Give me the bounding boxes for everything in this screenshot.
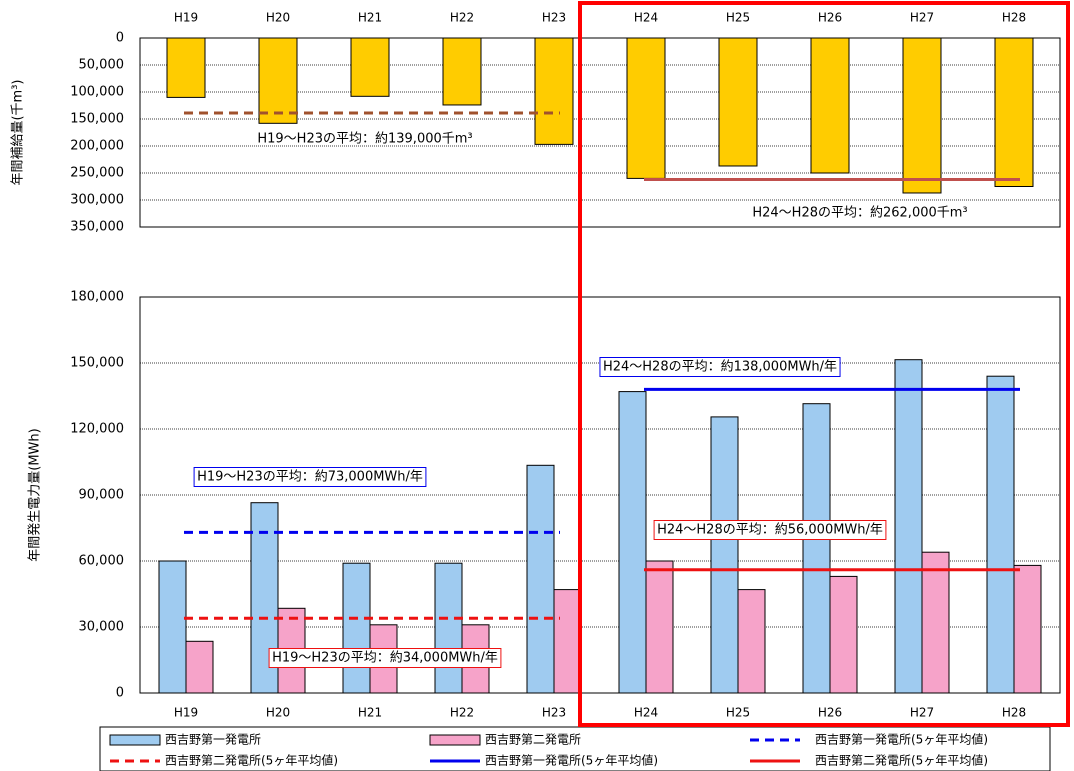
x-tick-label: H22 <box>450 706 474 720</box>
legend-label: 西吉野第二発電所(5ヶ年平均値) <box>815 753 988 768</box>
bar <box>526 464 555 694</box>
y-tick-label: 150,000 <box>70 112 124 127</box>
legend-label: 西吉野第一発電所(5ヶ年平均値) <box>815 732 988 747</box>
annotation-box <box>599 357 841 377</box>
annotation: H24～H28の平均：約262,000千m³ <box>752 206 967 221</box>
bar <box>810 37 850 174</box>
x-tick-label: H19 <box>174 706 198 720</box>
x-tick-label: H25 <box>726 706 750 720</box>
x-tick-label: H27 <box>910 11 934 25</box>
legend-label: 西吉野第一発電所(5ヶ年平均値) <box>485 753 658 768</box>
y-tick-label: 350,000 <box>70 220 124 235</box>
x-tick-label: H20 <box>266 11 290 25</box>
y-tick-label: 250,000 <box>70 166 124 181</box>
bar <box>645 560 674 694</box>
annotation: H19～H23の平均：約73,000MWh/年 <box>197 470 423 485</box>
bar <box>921 551 950 694</box>
annotation: H24～H28の平均：約138,000MWh/年 <box>603 360 837 375</box>
annotation-box <box>193 467 427 487</box>
legend-label: 西吉野第一発電所 <box>165 733 261 747</box>
x-tick-label: H23 <box>542 706 566 720</box>
y-tick-label: 100,000 <box>70 85 124 100</box>
x-tick-label: H28 <box>1002 706 1026 720</box>
x-tick-label: H28 <box>1002 11 1026 25</box>
bar <box>718 37 758 167</box>
bar <box>626 37 666 179</box>
y-tick-label: 60,000 <box>79 554 125 569</box>
bar <box>553 589 582 694</box>
x-tick-label: H21 <box>358 706 382 720</box>
y-tick-label: 150,000 <box>70 356 124 371</box>
bar <box>442 37 482 106</box>
y-tick-label: 300,000 <box>70 193 124 208</box>
bar <box>618 391 647 694</box>
y-tick-label: 0 <box>116 686 124 701</box>
bar <box>342 562 371 694</box>
bar <box>737 589 766 694</box>
bar <box>802 403 831 694</box>
y-tick-label: 120,000 <box>70 422 124 437</box>
bar <box>1013 564 1042 694</box>
bar <box>185 640 214 694</box>
bar <box>986 375 1015 694</box>
x-tick-label: H24 <box>634 11 658 25</box>
bar <box>258 37 298 124</box>
bar <box>894 359 923 694</box>
x-tick-label: H25 <box>726 11 750 25</box>
y-tick-label: 180,000 <box>70 290 124 305</box>
annotation: H19～H23の平均：約34,000MWh/年 <box>272 651 498 666</box>
y-tick-label: 30,000 <box>79 620 125 635</box>
bar <box>829 575 858 694</box>
y-axis-label: 年間補給量(千m³) <box>11 79 26 185</box>
x-tick-label: H20 <box>266 706 290 720</box>
bar <box>158 560 187 694</box>
legend-box <box>99 726 1051 771</box>
bar <box>350 37 390 97</box>
bar <box>166 37 206 98</box>
bar <box>434 562 463 694</box>
bar <box>534 37 574 145</box>
annotation-box <box>268 648 502 668</box>
highlight-frame <box>578 1 1070 727</box>
x-tick-label: H23 <box>542 11 566 25</box>
bar <box>994 37 1034 187</box>
annotation-box <box>653 520 887 540</box>
bar <box>710 416 739 694</box>
annotation: H19～H23の平均：約139,000千m³ <box>257 132 472 147</box>
y-tick-label: 200,000 <box>70 139 124 154</box>
y-tick-label: 90,000 <box>79 488 125 503</box>
x-tick-label: H26 <box>818 706 842 720</box>
y-tick-label: 50,000 <box>79 58 125 73</box>
x-tick-label: H24 <box>634 706 658 720</box>
legend-label: 西吉野第二発電所 <box>485 733 581 747</box>
bar <box>902 37 942 194</box>
legend-swatch <box>109 734 161 746</box>
x-tick-label: H26 <box>818 11 842 25</box>
x-tick-label: H22 <box>450 11 474 25</box>
annotation: H24～H28の平均：約56,000MWh/年 <box>657 523 883 538</box>
x-tick-label: H19 <box>174 11 198 25</box>
x-tick-label: H21 <box>358 11 382 25</box>
legend-label: 西吉野第二発電所(5ヶ年平均値) <box>165 753 338 768</box>
x-tick-label: H27 <box>910 706 934 720</box>
y-tick-label: 0 <box>116 31 124 46</box>
y-axis-label: 年間発生電力量(MWh) <box>28 428 43 561</box>
legend-swatch <box>429 734 481 746</box>
